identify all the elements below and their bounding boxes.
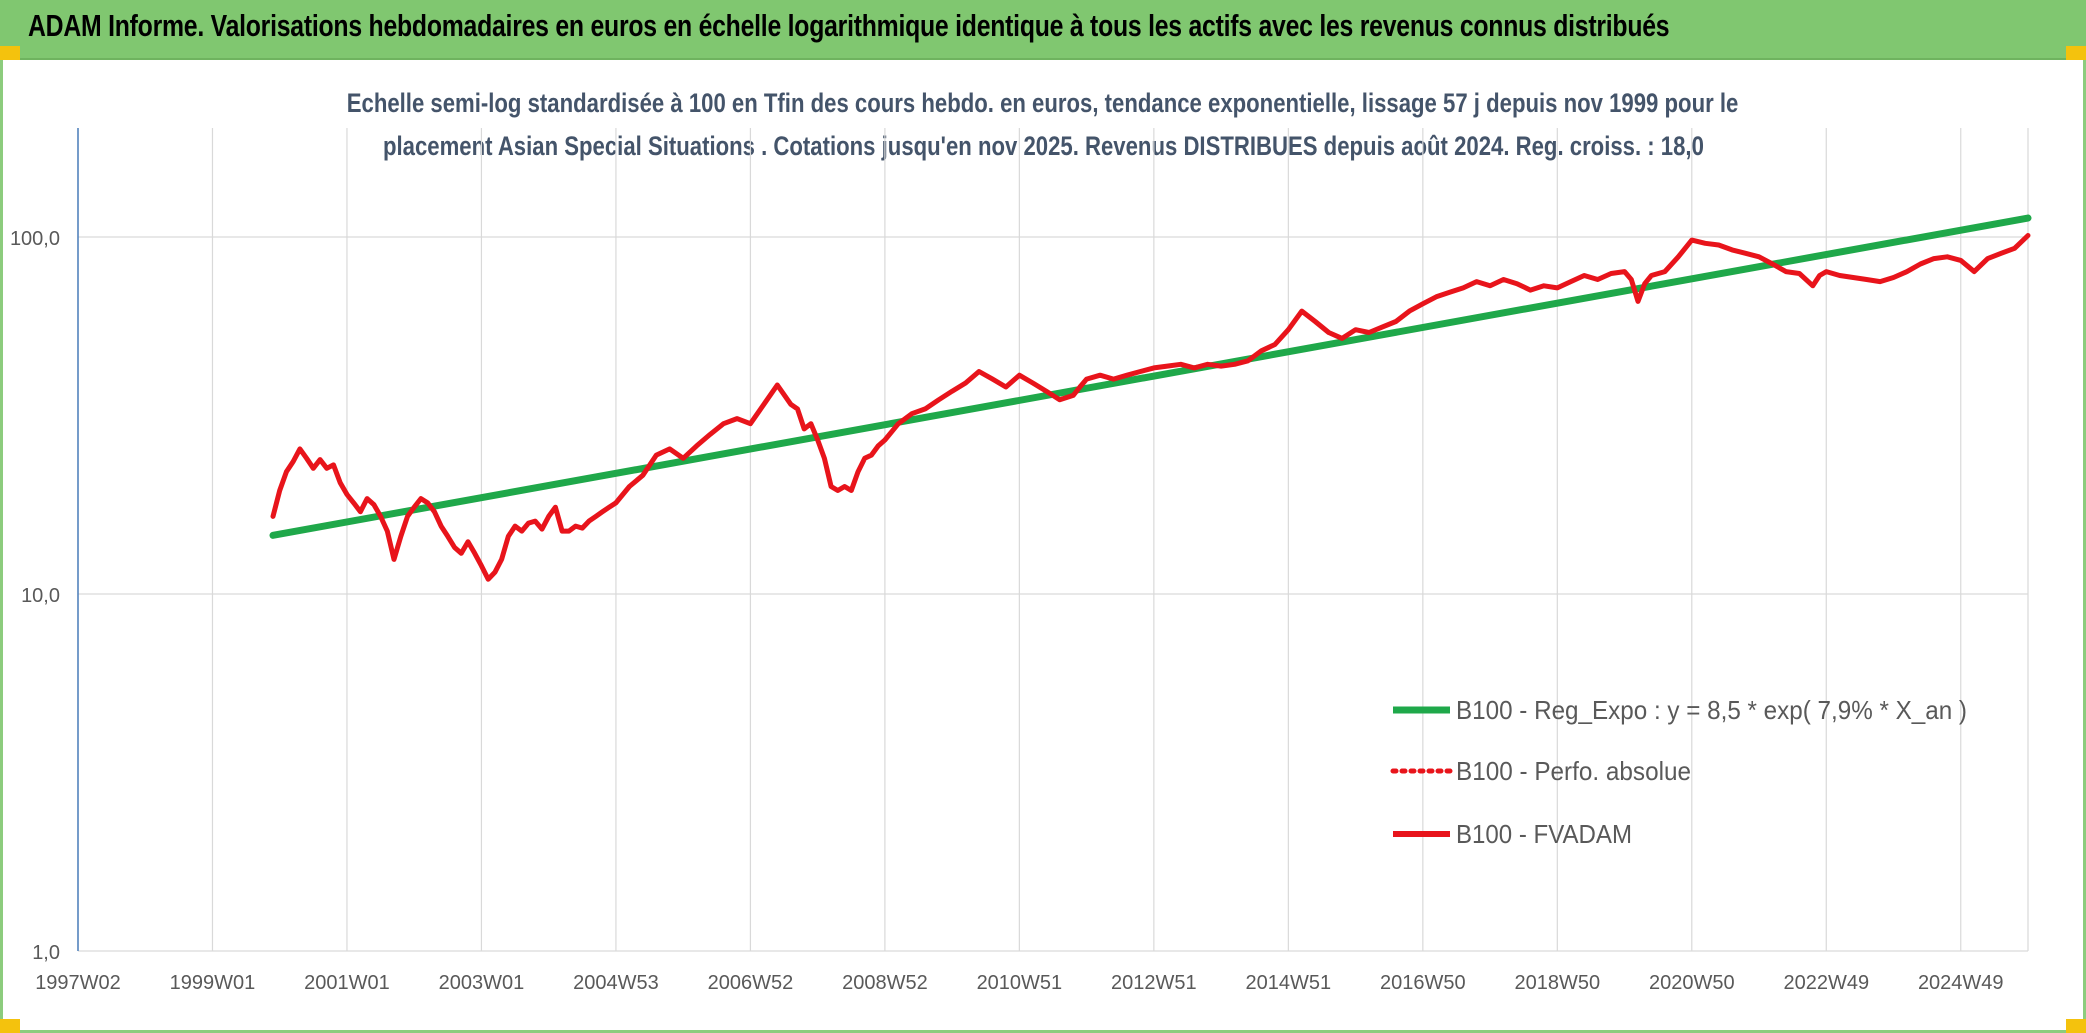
chart-subtitle-line1: Echelle semi-log standardisée à 100 en T… [347,88,1739,118]
x-tick-label: 2024W49 [1918,972,2004,994]
corner-marker-top-left [0,46,20,60]
fvadam-line [270,233,2031,582]
x-tick-label: 2012W51 [1111,972,1197,994]
legend-label-trend: B100 - Reg_Expo : y = 8,5 * exp( 7,9% * … [1456,695,1967,725]
legend-label-perfo: B100 - Perfo. absolue [1456,756,1691,786]
x-tick-label: 2014W51 [1246,972,1332,994]
y-tick-label: 10,0 [21,585,60,607]
x-tick-label: 2016W50 [1380,972,1466,994]
x-tick-label: 2010W51 [977,972,1063,994]
chart-subtitle-line2: placement Asian Special Situations . Cot… [382,131,1704,161]
x-tick-label: 2006W52 [708,972,794,994]
x-tick-label: 2008W52 [842,972,928,994]
title-banner: ADAM Informe. Valorisations hebdomadaire… [0,0,2086,60]
corner-marker-top-right [2066,46,2086,60]
x-tick-label: 2020W50 [1649,972,1735,994]
x-tick-label: 2022W49 [1783,972,1869,994]
x-tick-label: 2004W53 [573,972,659,994]
y-tick-label: 1,0 [32,942,60,964]
corner-marker-bottom-right [2066,1019,2086,1033]
x-tick-label: 2001W01 [304,972,390,994]
x-tick-label: 1999W01 [170,972,256,994]
x-tick-label: 2003W01 [439,972,525,994]
y-tick-label: 100,0 [10,228,60,250]
legend-label-fvadam: B100 - FVADAM [1456,819,1632,849]
corner-marker-bottom-left [0,1019,20,1033]
x-tick-label: 2018W50 [1514,972,1600,994]
x-tick-label: 1997W02 [35,972,121,994]
report-title: ADAM Informe. Valorisations hebdomadaire… [28,8,1670,43]
trend-line [269,214,2032,539]
